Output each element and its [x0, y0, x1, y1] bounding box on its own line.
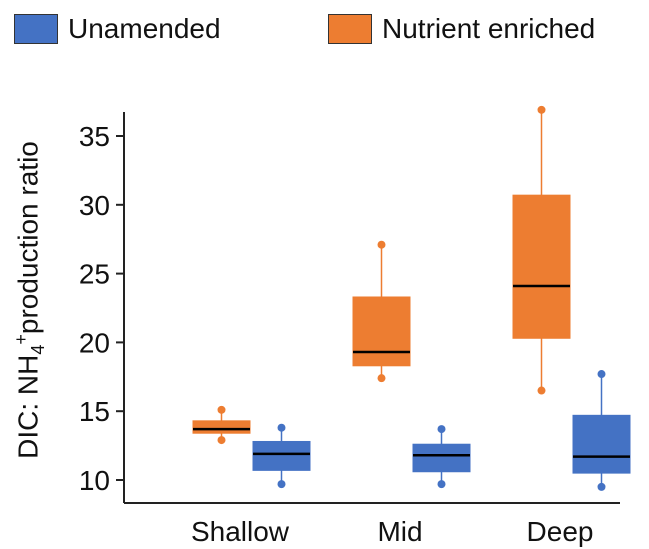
nutrient-enriched-min-point — [377, 374, 386, 383]
x-category-label: Shallow — [191, 516, 290, 547]
x-category-label: Mid — [377, 516, 422, 547]
unamended-box — [412, 443, 471, 473]
unamended-max-point — [277, 423, 286, 432]
unamended-box — [572, 414, 631, 474]
nutrient-enriched-max-point — [377, 240, 386, 249]
y-tick-label: 15 — [79, 396, 110, 427]
y-tick-label: 30 — [79, 190, 110, 221]
nutrient-enriched-min-point — [217, 436, 226, 445]
y-tick-label: 10 — [79, 465, 110, 496]
y-tick-label: 25 — [79, 259, 110, 290]
x-category-label: Deep — [527, 516, 594, 547]
nutrient-enriched-box — [352, 296, 411, 367]
legend-label-nutrient-enriched: Nutrient enriched — [382, 13, 596, 44]
legend-swatch-unamended — [14, 14, 58, 44]
legend-item-nutrient-enriched: Nutrient enriched — [328, 12, 595, 46]
nutrient-enriched-box — [192, 420, 251, 434]
unamended-min-point — [597, 482, 606, 491]
unamended-min-point — [437, 480, 446, 489]
legend-label-unamended: Unamended — [68, 13, 221, 44]
nutrient-enriched-min-point — [537, 386, 546, 395]
unamended-max-point — [597, 370, 606, 379]
nutrient-enriched-max-point — [537, 105, 546, 114]
unamended-box — [252, 440, 311, 471]
legend-swatch-nutrient-enriched — [328, 14, 372, 44]
nutrient-enriched-max-point — [217, 405, 226, 414]
nutrient-enriched-box — [512, 194, 571, 339]
legend-item-unamended: Unamended — [14, 12, 221, 46]
unamended-min-point — [277, 480, 286, 489]
y-tick-label: 20 — [79, 327, 110, 358]
y-tick-label: 35 — [79, 121, 110, 152]
unamended-max-point — [437, 425, 446, 434]
